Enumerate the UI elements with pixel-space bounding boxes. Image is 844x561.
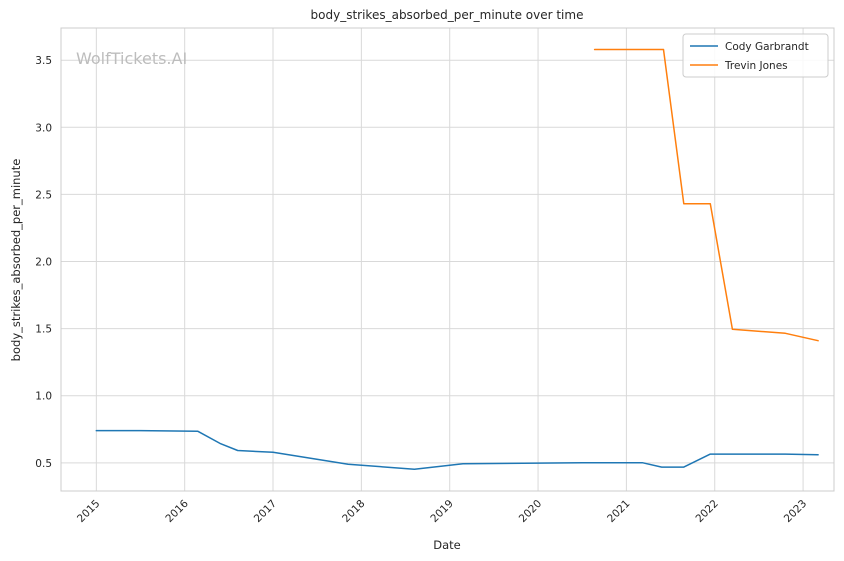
y-tick-label: 1.0: [35, 391, 52, 403]
legend-label-trevin-jones: Trevin Jones: [724, 60, 788, 72]
x-tick-label: 2020: [517, 498, 544, 525]
y-tick-label: 3.5: [35, 55, 52, 67]
x-tick-label: 2015: [75, 498, 102, 525]
series-line-cody-garbrandt: [95, 429, 819, 471]
y-tick-label: 3.0: [35, 122, 52, 134]
plot-area-frame: [60, 27, 835, 492]
x-tick-label: 2019: [428, 498, 455, 525]
legend-label-cody-garbrandt: Cody Garbrandt: [725, 41, 809, 53]
y-tick-label: 1.5: [35, 324, 52, 336]
series-line-trevin-jones: [593, 48, 819, 342]
x-axis-ticks: 2015 2016 2017 2018 2019 2020 2021 2022 2023: [75, 497, 809, 525]
x-axis-label: Date: [433, 538, 461, 552]
x-tick-label: 2017: [252, 498, 279, 525]
x-tick-label: 2016: [163, 497, 191, 525]
chart-title: body_strikes_absorbed_per_minute over ti…: [311, 8, 584, 22]
y-tick-label: 0.5: [35, 458, 52, 470]
y-axis-label: body_strikes_absorbed_per_minute: [9, 159, 23, 362]
x-tick-label: 2021: [605, 498, 632, 525]
legend: Cody Garbrandt Trevin Jones: [682, 33, 829, 78]
x-tick-label: 2023: [782, 498, 809, 525]
x-tick-label: 2022: [693, 498, 720, 525]
x-tick-label: 2018: [340, 498, 367, 525]
legend-box: [682, 33, 829, 78]
y-tick-label: 2.5: [35, 189, 52, 201]
series-layer: [95, 48, 819, 471]
y-tick-label: 2.0: [35, 257, 52, 269]
watermark: WolfTickets.AI: [76, 49, 187, 68]
grid-lines: [61, 28, 834, 491]
y-axis-ticks: 0.5 1.0 1.5 2.0 2.5 3.0 3.5: [35, 55, 52, 470]
